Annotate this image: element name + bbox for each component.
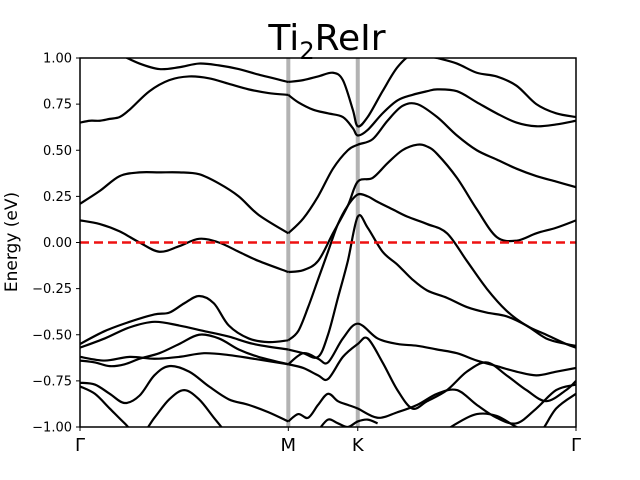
chart-title-main: Ti	[267, 18, 299, 59]
band-line-21	[319, 418, 379, 427]
y-tick-label: 0.25	[43, 190, 72, 205]
y-tick-label: −1.00	[32, 421, 72, 436]
band-line-2	[288, 58, 438, 128]
band-line-15	[287, 322, 576, 377]
band-line-22	[448, 392, 576, 427]
band-line-3	[436, 58, 576, 119]
band-line-16	[80, 333, 289, 368]
y-tick-label: 0.50	[43, 144, 72, 159]
band-line-19	[287, 383, 576, 425]
chart-title-suffix: ReIr	[315, 18, 386, 59]
band-line-4	[80, 75, 289, 124]
band-line-12	[80, 320, 289, 351]
plot-frame	[79, 57, 577, 428]
y-ticks: −1.00 −0.75 −0.50 −0.25 0.00 0.25 0.50 0.75 1.00	[32, 52, 80, 436]
y-tick-label: −0.75	[32, 374, 72, 389]
band-line-6	[80, 171, 289, 235]
band-line-14	[80, 352, 289, 366]
band-line-10	[80, 294, 289, 345]
x-tick-label: Γ	[571, 435, 581, 456]
band-line-7	[287, 102, 576, 235]
band-line-18	[80, 364, 289, 423]
high-symmetry-lines	[286, 58, 360, 427]
y-tick-label: −0.50	[32, 328, 72, 343]
x-tick-label: K	[352, 435, 365, 456]
band-line-5	[287, 88, 576, 137]
band-line-17	[288, 336, 576, 410]
band-line-20	[80, 385, 223, 427]
y-axis-label: Energy (eV)	[2, 192, 22, 292]
x-tick-label: M	[281, 435, 297, 456]
band-line-13	[288, 214, 576, 359]
bands	[80, 58, 576, 427]
band-line-9	[288, 143, 576, 274]
chart-title-subscript: 2	[299, 37, 314, 65]
y-tick-label: −0.25	[32, 282, 72, 297]
band-line-1	[124, 58, 289, 84]
x-tick-label: Γ	[75, 435, 85, 456]
band-line-8	[80, 219, 289, 274]
y-tick-label: 1.00	[43, 52, 72, 67]
y-tick-label: 0.75	[43, 98, 72, 113]
y-tick-label: 0.00	[43, 236, 72, 251]
